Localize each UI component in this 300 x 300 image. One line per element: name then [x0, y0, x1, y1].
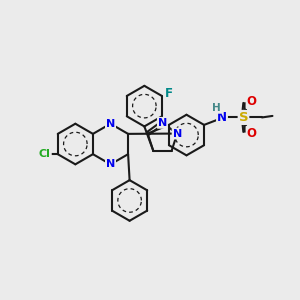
Text: N: N: [158, 118, 167, 128]
Text: O: O: [247, 95, 256, 108]
Text: H: H: [212, 103, 221, 113]
Text: Cl: Cl: [39, 149, 51, 159]
Text: N: N: [172, 129, 182, 139]
Text: N: N: [106, 159, 115, 169]
Text: F: F: [164, 87, 172, 100]
Text: S: S: [239, 111, 248, 124]
Text: O: O: [247, 127, 256, 140]
Text: N: N: [106, 119, 115, 129]
Text: N: N: [217, 111, 227, 124]
